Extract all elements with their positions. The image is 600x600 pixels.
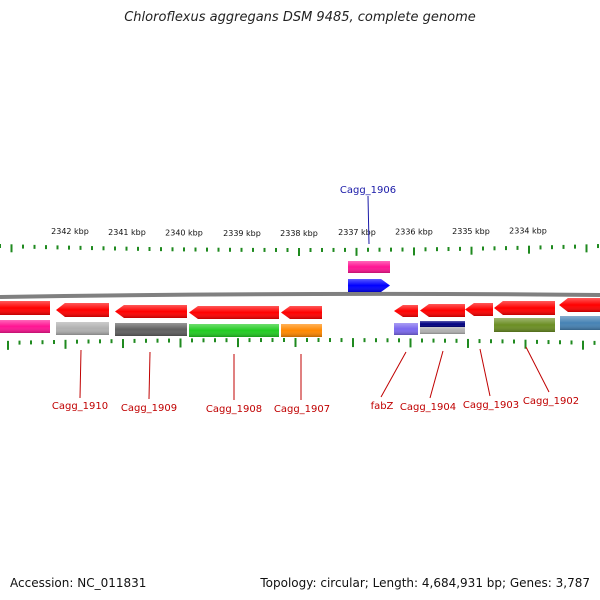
gene-label-fabz[interactable]: fabZ	[371, 401, 394, 412]
gene-label-cagg-1902[interactable]: Cagg_1902	[523, 396, 579, 407]
gene-arrow[interactable]	[560, 316, 600, 330]
topology-text: Topology: circular; Length: 4,684,931 bp…	[260, 576, 590, 590]
kbp-scale: 2342 kbp 2341 kbp 2340 kbp 2339 kbp 2338 kbp…	[51, 226, 547, 238]
callout-line	[367, 195, 370, 245]
genome-title: Chloroflexus aggregans DSM 9485, complet…	[124, 10, 476, 25]
callout-line	[148, 351, 151, 400]
gene-arrow[interactable]	[0, 320, 50, 333]
kbp-label: 2340 kbp	[165, 229, 203, 238]
callout-line	[525, 346, 550, 393]
gene-label-cagg-1910[interactable]: Cagg_1910	[52, 401, 108, 412]
gene-arrow[interactable]	[281, 324, 322, 337]
genome-backbone	[0, 291, 600, 299]
gene-arrow[interactable]	[394, 323, 418, 335]
gene-label-cagg-1903[interactable]: Cagg_1903	[463, 400, 519, 411]
gene-arrow[interactable]	[348, 261, 390, 273]
gene-arrow[interactable]	[0, 301, 50, 315]
callout-line	[429, 350, 444, 399]
gene-arrow[interactable]	[281, 306, 322, 319]
callout-line	[380, 351, 407, 398]
gene-arrow[interactable]	[559, 298, 600, 312]
gene-arrow[interactable]	[494, 301, 555, 315]
gene-arrow[interactable]	[420, 304, 465, 317]
gene-labels: Cagg_1906 Cagg_1910 Cagg_1909 Cagg_1908 …	[52, 185, 579, 415]
gene-label-cagg-1904[interactable]: Cagg_1904	[400, 402, 456, 413]
accession-text: Accession: NC_011831	[10, 576, 147, 590]
outer-tick-track	[0, 244, 599, 256]
kbp-label: 2334 kbp	[509, 226, 547, 235]
gene-arrow[interactable]	[115, 305, 187, 318]
gene-label-cagg-1907[interactable]: Cagg_1907	[274, 404, 330, 415]
kbp-label: 2337 kbp	[338, 228, 376, 237]
kbp-label: 2342 kbp	[51, 227, 89, 236]
gene-label-cagg-1908[interactable]: Cagg_1908	[206, 404, 262, 415]
gene-arrow[interactable]	[56, 322, 109, 335]
gene-arrow[interactable]	[494, 318, 555, 332]
gene-label-cagg-1909[interactable]: Cagg_1909	[121, 403, 177, 414]
callout-line	[79, 349, 82, 399]
gene-arrow[interactable]	[420, 327, 465, 334]
kbp-label: 2339 kbp	[223, 229, 261, 238]
kbp-label: 2338 kbp	[280, 229, 318, 238]
gene-arrow[interactable]	[465, 303, 493, 316]
gene-arrow[interactable]	[394, 305, 418, 317]
kbp-label: 2336 kbp	[395, 228, 433, 237]
gene-arrow[interactable]	[115, 323, 187, 336]
inner-tick-track	[7, 338, 596, 350]
kbp-label: 2335 kbp	[452, 227, 490, 236]
gene-arrow[interactable]	[189, 324, 279, 337]
callout-line	[479, 348, 491, 397]
gene-arrow[interactable]	[420, 321, 465, 327]
gene-arrow[interactable]	[56, 303, 109, 317]
kbp-label: 2341 kbp	[108, 228, 146, 237]
gene-features	[0, 261, 600, 337]
gene-label-cagg-1906[interactable]: Cagg_1906	[340, 185, 396, 196]
gene-arrow[interactable]	[348, 279, 390, 292]
gene-arrow[interactable]	[189, 306, 279, 319]
